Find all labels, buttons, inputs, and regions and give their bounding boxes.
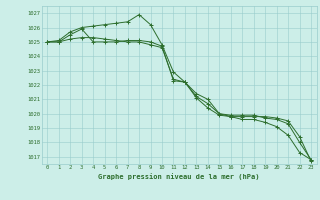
X-axis label: Graphe pression niveau de la mer (hPa): Graphe pression niveau de la mer (hPa) xyxy=(99,173,260,180)
